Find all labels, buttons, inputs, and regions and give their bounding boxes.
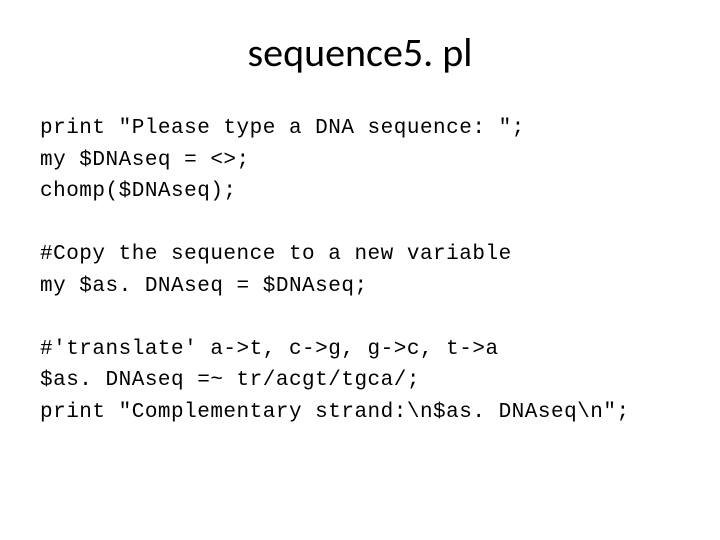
- code-line-3: chomp($DNAseq);: [40, 180, 237, 203]
- code-line-8: print "Complementary strand:\n$as. DNAse…: [40, 401, 630, 424]
- code-line-5: my $as. DNAseq = $DNAseq;: [40, 275, 368, 298]
- code-line-2: my $DNAseq = <>;: [40, 149, 250, 172]
- slide-container: sequence5. pl print "Please type a DNA s…: [0, 0, 720, 540]
- code-line-6: #'translate' a->t, c->g, g->c, t->a: [40, 338, 499, 361]
- code-block: print "Please type a DNA sequence: "; my…: [40, 113, 680, 428]
- code-line-7: $as. DNAseq =~ tr/acgt/tgca/;: [40, 369, 420, 392]
- code-line-1: print "Please type a DNA sequence: ";: [40, 117, 525, 140]
- slide-title: sequence5. pl: [40, 28, 680, 77]
- code-line-4: #Copy the sequence to a new variable: [40, 243, 512, 266]
